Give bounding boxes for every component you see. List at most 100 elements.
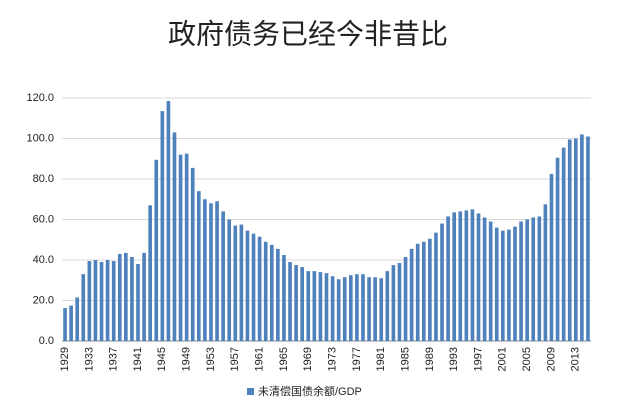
x-tick-label: 1981 (375, 347, 387, 371)
x-tick-label: 1977 (351, 347, 363, 371)
bar (482, 217, 487, 341)
bar (348, 275, 353, 341)
bar (142, 252, 146, 341)
bar (81, 274, 86, 341)
bar (458, 211, 463, 341)
y-tick-label: 60.0 (33, 213, 54, 225)
bar (324, 273, 329, 341)
bar (385, 271, 390, 341)
x-tick-label: 1929 (59, 347, 71, 371)
bar (282, 254, 286, 341)
bar (525, 219, 529, 341)
bar (373, 277, 377, 341)
bar (440, 223, 444, 341)
bar (99, 262, 104, 341)
bar (93, 260, 98, 341)
bar (519, 221, 523, 341)
bar (573, 138, 578, 341)
bar (148, 205, 152, 341)
bar (130, 256, 134, 341)
x-tick-label: 1957 (229, 347, 241, 371)
bar (154, 159, 159, 341)
bar (494, 227, 499, 341)
bar (379, 278, 384, 341)
bar (178, 154, 183, 341)
bar (227, 219, 232, 341)
bar (318, 272, 323, 341)
bar (245, 230, 250, 341)
x-tick-label: 1989 (424, 347, 436, 371)
bar (63, 307, 67, 341)
bar (446, 216, 450, 341)
bar (196, 191, 201, 341)
bar (172, 132, 177, 341)
bar (300, 267, 305, 341)
bar (233, 225, 238, 341)
bar (87, 261, 92, 341)
bar (391, 265, 396, 341)
x-tick-label: 1961 (254, 347, 266, 371)
x-tick-label: 1965 (278, 347, 290, 371)
bar (111, 261, 116, 341)
x-tick-label: 1945 (156, 347, 168, 371)
bar (513, 226, 517, 341)
x-tick-label: 1969 (302, 347, 314, 371)
bar (561, 147, 566, 341)
bar (288, 262, 292, 341)
legend-label: 未清偿国债余额/GDP (258, 384, 362, 398)
bar (549, 173, 554, 341)
bar (409, 248, 414, 341)
bar (415, 243, 420, 341)
bar (160, 111, 165, 341)
bar (464, 210, 469, 341)
bar (367, 277, 371, 341)
bar (452, 212, 457, 341)
x-tick-label: 1973 (326, 347, 338, 371)
bar (203, 199, 207, 341)
x-tick-label: 1933 (83, 347, 95, 371)
bar (555, 157, 560, 341)
bar (136, 264, 140, 341)
bar (69, 305, 73, 341)
bar (166, 101, 171, 341)
bar (501, 230, 505, 341)
bar (537, 216, 542, 341)
bar (488, 221, 493, 341)
bar (209, 203, 213, 341)
bar (117, 253, 122, 341)
bar (543, 204, 548, 341)
bar (306, 271, 311, 341)
x-tick-label: 1993 (448, 347, 460, 371)
bar (476, 213, 481, 341)
bar (434, 232, 438, 341)
x-tick-label: 1997 (472, 347, 484, 371)
bar (75, 297, 80, 341)
x-tick-label: 1953 (205, 347, 217, 371)
x-tick-label: 1985 (399, 347, 411, 371)
y-tick-label: 0.0 (39, 335, 54, 347)
x-tick-label: 2005 (521, 347, 533, 371)
bar (342, 277, 347, 341)
bar (312, 271, 317, 341)
chart-title: 政府债务已经今非昔比 (168, 18, 448, 51)
x-tick-label: 1937 (108, 347, 120, 371)
bar (580, 134, 584, 341)
y-tick-label: 80.0 (33, 173, 54, 185)
x-tick-label: 1941 (132, 347, 144, 371)
x-tick-label: 2013 (570, 347, 582, 371)
bar (124, 252, 128, 341)
bar (239, 224, 244, 341)
bar (294, 265, 298, 341)
y-tick-label: 120.0 (26, 92, 54, 104)
bar (215, 201, 219, 341)
bar (269, 244, 274, 341)
bar (361, 274, 365, 341)
bar (531, 217, 536, 341)
bar (567, 139, 572, 341)
bar (184, 153, 189, 341)
bar (421, 241, 426, 341)
y-tick-label: 40.0 (33, 254, 54, 266)
bar (263, 241, 268, 341)
bar (470, 209, 475, 341)
